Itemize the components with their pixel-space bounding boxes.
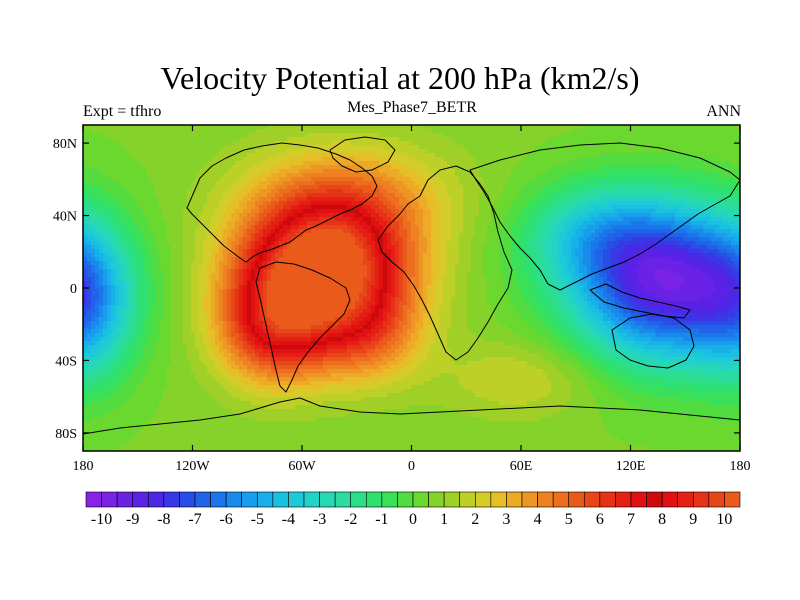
colorbar-swatch-0 <box>85 491 102 508</box>
colorbar-label-1: -9 <box>126 511 139 528</box>
colorbar-swatch-6 <box>179 491 196 508</box>
colorbar-label-19: 9 <box>689 511 697 528</box>
asia-coast <box>469 142 740 291</box>
greenland-coast <box>329 136 396 173</box>
colorbar-label-20: 10 <box>716 511 732 528</box>
x-tick-label-1: 120W <box>175 459 210 474</box>
colorbar-swatch-19 <box>381 491 398 508</box>
colorbar-swatch-14 <box>303 491 320 508</box>
colorbar-label-2: -8 <box>157 511 170 528</box>
colorbar-label-16: 6 <box>596 511 604 528</box>
colorbar-label-17: 7 <box>627 511 635 528</box>
x-tick-label-5: 120E <box>616 459 646 474</box>
colorbar-swatch-17 <box>350 491 367 508</box>
colorbar-swatch-9 <box>225 491 243 508</box>
colorbar-swatch-16 <box>334 491 352 508</box>
x-tick-label-0: 180 <box>73 459 94 474</box>
chart-title: Velocity Potential at 200 hPa (km2/s) <box>160 60 640 96</box>
season-label: ANN <box>706 103 741 120</box>
colorbar-label-12: 2 <box>471 511 479 528</box>
colorbar-label-18: 8 <box>658 511 666 528</box>
x-axis: 180 120W 60W 0 60E 120E 180 <box>73 125 751 474</box>
colorbar-label-13: 3 <box>502 511 510 528</box>
colorbar-swatch-12 <box>272 491 289 508</box>
maritime-continent-coast <box>589 283 691 319</box>
colorbar-label-5: -5 <box>251 511 264 528</box>
colorbar-label-14: 4 <box>534 511 542 528</box>
colorbar-swatch-30 <box>552 491 570 508</box>
colorbar-swatch-41 <box>724 491 741 508</box>
colorbar-swatch-34 <box>615 491 632 508</box>
x-tick-label-4: 60E <box>510 459 533 474</box>
colorbar-swatch-35 <box>630 491 647 508</box>
colorbar-label-10: 0 <box>409 511 417 528</box>
colorbar-swatch-38 <box>677 491 694 508</box>
y-tick-label-3: 40S <box>55 354 77 369</box>
contour-field <box>83 125 740 451</box>
north-america-coast <box>186 142 378 263</box>
y-tick-label-0: 80N <box>53 137 77 152</box>
colorbar-swatch-21 <box>412 491 429 508</box>
south-america-coast <box>255 261 351 393</box>
colorbar-label-3: -7 <box>188 511 201 528</box>
y-axis: 80N 40N 0 40S 80S <box>53 137 740 442</box>
colorbar-label-7: -3 <box>313 511 326 528</box>
colorbar-swatch-20 <box>397 491 414 508</box>
colorbar-swatch-4 <box>147 491 165 508</box>
colorbar-swatch-27 <box>506 491 523 508</box>
colorbar-swatch-31 <box>568 491 585 508</box>
colorbar-label-9: -1 <box>375 511 388 528</box>
colorbar-swatch-32 <box>583 491 601 508</box>
x-tick-label-6: 180 <box>730 459 751 474</box>
coastlines <box>83 136 740 435</box>
colorbar-swatch-28 <box>521 491 538 508</box>
colorbar-swatch-11 <box>256 491 274 508</box>
colorbar-swatch-13 <box>288 491 305 508</box>
colorbar-swatch-2 <box>116 491 134 508</box>
colorbar-label-6: -4 <box>282 511 295 528</box>
colorbar-swatch-37 <box>661 491 679 508</box>
colorbar-swatch-24 <box>459 491 476 508</box>
colorbar-swatch-7 <box>194 491 211 508</box>
colorbar-label-15: 5 <box>565 511 573 528</box>
colorbar-swatch-25 <box>474 491 492 508</box>
colorbar-swatch-39 <box>692 491 710 508</box>
colorbar-swatch-1 <box>101 491 118 508</box>
colorbar-swatch-36 <box>646 491 663 508</box>
antarctica-coast <box>83 397 740 435</box>
colorbar-swatch-8 <box>210 491 227 508</box>
colorbar-swatch-33 <box>599 491 616 508</box>
colorbar-swatch-29 <box>537 491 554 508</box>
y-tick-label-4: 80S <box>55 427 77 442</box>
case-label: Mes_Phase7_BETR <box>347 99 477 116</box>
colorbar-swatch-40 <box>708 491 725 508</box>
colorbar-label-11: 1 <box>440 511 448 528</box>
europe-africa-coast <box>377 165 513 361</box>
australia-coast <box>611 313 695 369</box>
y-tick-label-2: 0 <box>70 282 77 297</box>
colorbar: -10 -9 -8 -7 -6 -5 -4 -3 -2 -1 0 1 2 3 4 5 6 7 8 9 10 <box>85 491 741 528</box>
colorbar-label-8: -2 <box>344 511 357 528</box>
colorbar-swatch-5 <box>163 491 180 508</box>
x-tick-label-2: 60W <box>288 459 316 474</box>
experiment-label: Expt = tfhro <box>83 103 162 120</box>
y-tick-label-1: 40N <box>53 210 77 225</box>
colorbar-swatch-26 <box>490 491 507 508</box>
colorbar-label-0: -10 <box>91 511 112 528</box>
x-tick-label-3: 0 <box>408 459 415 474</box>
colorbar-swatch-15 <box>319 491 336 508</box>
colorbar-swatch-10 <box>241 491 258 508</box>
colorbar-swatch-18 <box>365 491 383 508</box>
colorbar-label-4: -6 <box>219 511 232 528</box>
colorbar-swatch-22 <box>428 491 445 508</box>
colorbar-swatch-3 <box>132 491 149 508</box>
colorbar-swatch-23 <box>443 491 461 508</box>
